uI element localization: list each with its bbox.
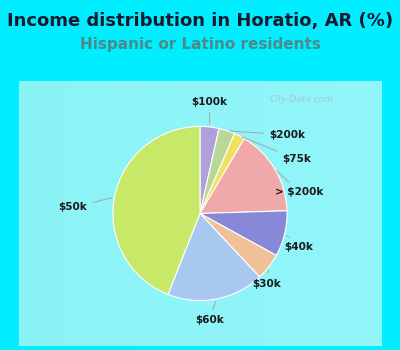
Wedge shape [200, 214, 276, 277]
Wedge shape [200, 211, 287, 256]
Text: $60k: $60k [195, 302, 224, 325]
Text: $30k: $30k [252, 270, 281, 289]
Text: City-Data.com: City-Data.com [270, 94, 334, 104]
Wedge shape [200, 128, 234, 214]
Wedge shape [200, 134, 244, 214]
Wedge shape [200, 126, 219, 214]
Text: Hispanic or Latino residents: Hispanic or Latino residents [80, 37, 320, 52]
Wedge shape [200, 139, 287, 214]
Text: > $200k: > $200k [275, 171, 323, 197]
Text: $200k: $200k [230, 130, 305, 140]
Wedge shape [168, 214, 260, 301]
Text: Income distribution in Horatio, AR (%): Income distribution in Horatio, AR (%) [7, 12, 393, 30]
Text: $100k: $100k [192, 97, 228, 124]
Wedge shape [113, 126, 200, 294]
Text: $40k: $40k [285, 236, 314, 252]
Text: $50k: $50k [59, 198, 112, 212]
Text: $75k: $75k [242, 137, 311, 164]
